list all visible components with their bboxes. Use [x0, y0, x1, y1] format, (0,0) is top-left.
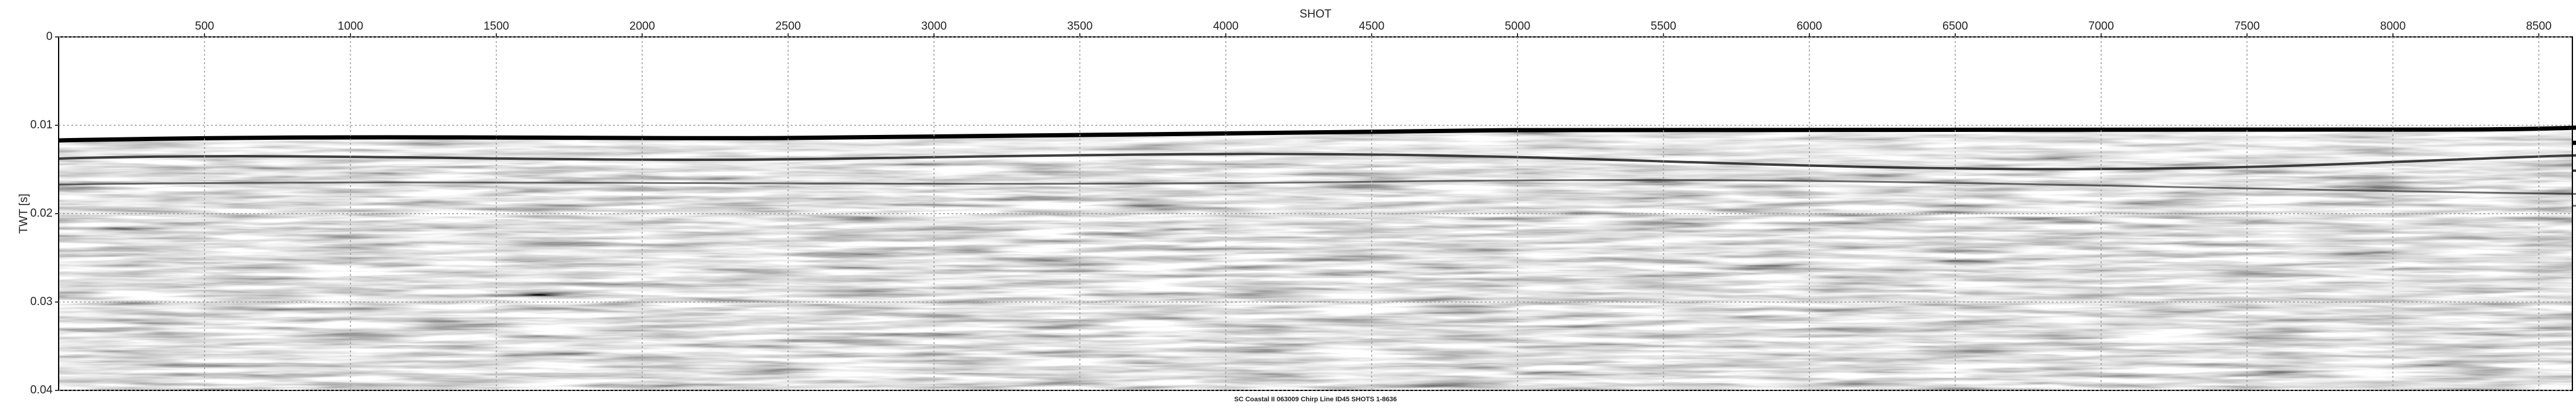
seismic-section: [59, 123, 2572, 390]
y-tick-label: 0.03: [30, 295, 53, 308]
x-tick-label: 6000: [1797, 20, 1822, 33]
y-tick-label: 0.01: [30, 119, 53, 131]
x-tick-label: 2500: [775, 20, 800, 33]
x-tick-label: 2000: [629, 20, 655, 33]
x-tick-label: 4500: [1359, 20, 1384, 33]
x-tick-label: 5000: [1505, 20, 1530, 33]
x-axis-title: SHOT: [1300, 8, 1332, 21]
x-tick-label: 8500: [2526, 20, 2551, 33]
x-tick-label: 4000: [1213, 20, 1238, 33]
x-tick-label: 1500: [484, 20, 509, 33]
reflector: [58, 153, 2576, 172]
x-tick-label: 7000: [2088, 20, 2114, 33]
y-axis-title: TWT [s]: [18, 194, 30, 234]
y-tick-label: 0.02: [30, 207, 53, 220]
x-tick-label: 7500: [2234, 20, 2260, 33]
y-tick-label: 0: [46, 30, 53, 43]
x-tick-label: 3500: [1067, 20, 1092, 33]
seafloor-reflector: [58, 125, 2576, 145]
caption: SC Coastal II 063009 Chirp Line ID45 SHO…: [1234, 396, 1397, 403]
y-tick-label: 0.04: [30, 384, 53, 396]
x-tick-label: 8000: [2380, 20, 2406, 33]
x-tick-label: 1000: [338, 20, 363, 33]
x-tick-label: 3000: [921, 20, 947, 33]
x-tick-label: 5500: [1650, 20, 1676, 33]
x-tick-label: 6500: [1942, 20, 1968, 33]
reflector: [58, 179, 2576, 207]
x-tick-label: 500: [195, 20, 214, 33]
